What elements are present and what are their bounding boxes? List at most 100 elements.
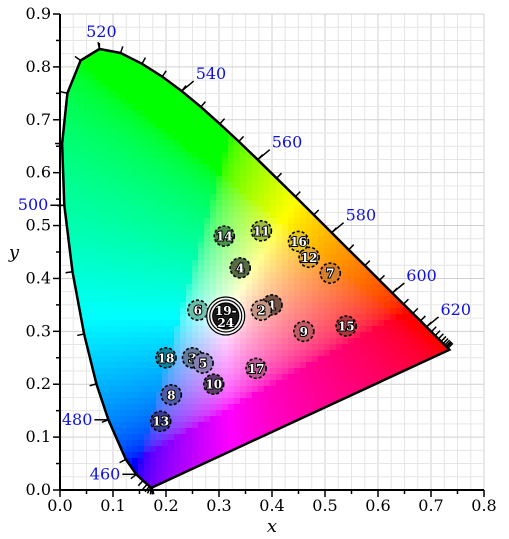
- wavelength-leader: [257, 149, 271, 161]
- y-tick-label: 0.8: [26, 57, 51, 76]
- color-patch: 14: [213, 225, 236, 247]
- wavelength-label: 560: [272, 133, 303, 152]
- color-patch-label: 3: [188, 351, 196, 365]
- color-patch-marker: [245, 357, 267, 380]
- locus-tick: [276, 172, 283, 179]
- color-gamut-fill: [62, 49, 450, 488]
- x-tick-label: 0.5: [312, 496, 337, 515]
- locus-tick: [161, 70, 167, 78]
- wavelength-leader: [331, 222, 345, 234]
- color-patch-label: 7: [326, 267, 334, 281]
- y-axis-label: y: [8, 242, 20, 263]
- white-point-label: 19-: [215, 304, 237, 318]
- color-patch: 10: [202, 373, 225, 396]
- locus-tick: [412, 307, 419, 314]
- color-patch-marker: [250, 299, 273, 321]
- color-patch-label: 4: [236, 261, 244, 275]
- locus-tick: [446, 341, 453, 348]
- locus-tick: [434, 330, 441, 337]
- color-patch-label: 13: [152, 415, 169, 429]
- y-tick-label: 0.5: [26, 216, 51, 235]
- white-point-ring: [212, 302, 240, 330]
- wavelength-leader: [426, 316, 439, 328]
- axes: 0.0 0.1 0.2 0.3 0.4 0.5 0.6 0.7 0.8 0.0 0.1 0.2 0.3 0…: [26, 4, 497, 515]
- color-patch-label: 11: [253, 224, 270, 238]
- wavelength-label: 600: [406, 266, 437, 285]
- locus-tick: [141, 57, 147, 65]
- locus-tick: [89, 383, 97, 387]
- color-patch-marker: [155, 346, 177, 369]
- color-patch: 8: [160, 383, 183, 406]
- locus-tick: [419, 315, 426, 322]
- y-tick-label: 0.6: [26, 163, 51, 182]
- color-patch: 4: [229, 257, 251, 279]
- locus-tick: [119, 458, 127, 464]
- locus-tick: [219, 118, 226, 125]
- color-patch: 18: [155, 346, 177, 369]
- wavelength-label: 460: [90, 464, 121, 483]
- locus-tick: [141, 483, 148, 490]
- locus-tick: [60, 90, 68, 94]
- color-patch-marker: [192, 352, 214, 374]
- x-tick-label: 0.4: [259, 496, 284, 515]
- locus-tick: [294, 191, 301, 198]
- color-patch-marker: [335, 315, 358, 337]
- color-patch-marker: [229, 257, 251, 279]
- wavelength-leader: [391, 282, 405, 294]
- color-patch-marker: [319, 262, 342, 284]
- color-patch-marker: [213, 225, 236, 247]
- color-patch-label: 14: [216, 230, 233, 244]
- color-patch-label: 18: [158, 351, 175, 365]
- white-point: 19-24: [201, 291, 250, 340]
- color-patch-label: 17: [248, 362, 265, 376]
- color-patch-label: 5: [199, 357, 207, 371]
- color-patch-label: 8: [167, 388, 175, 402]
- color-patch-marker: [160, 383, 183, 406]
- color-patch: 13: [149, 410, 172, 433]
- locus-tick: [445, 340, 452, 347]
- locus-tick: [440, 335, 447, 342]
- locus-tick: [442, 337, 449, 345]
- locus-tick: [65, 270, 73, 274]
- color-patch-label: 10: [205, 378, 222, 392]
- color-patch-label: 9: [300, 325, 308, 339]
- y-tick-label: 0.7: [26, 110, 51, 129]
- locus-tick: [74, 55, 82, 62]
- color-patch: 9: [292, 320, 315, 343]
- y-tick-label: 0.9: [26, 4, 51, 23]
- color-patch: 16: [287, 230, 310, 253]
- color-patch-marker: [298, 246, 320, 269]
- color-patch-marker: [250, 220, 273, 242]
- color-patch-label: 2: [257, 304, 265, 318]
- y-tick-label: 0.2: [26, 374, 51, 393]
- color-patch: 7: [319, 262, 342, 284]
- x-tick-label: 0.8: [471, 496, 496, 515]
- x-tick-label: 0.3: [206, 496, 231, 515]
- color-patch-label: 16: [290, 235, 307, 249]
- color-patch: 17: [245, 357, 267, 380]
- y-tick-label: 0.0: [26, 480, 51, 499]
- color-patch-label: 12: [301, 251, 318, 265]
- color-patch: 2: [250, 299, 273, 321]
- x-tick-label: 0.0: [47, 496, 72, 515]
- color-patch-marker: [202, 373, 225, 396]
- x-tick-label: 0.6: [365, 496, 390, 515]
- color-patch-marker: [292, 320, 315, 343]
- locus-tick: [437, 333, 444, 340]
- wavelength-label: 500: [18, 195, 49, 214]
- locus-tick: [444, 339, 451, 346]
- color-patch: 12: [298, 246, 320, 269]
- locus-tick: [364, 260, 371, 267]
- color-patch-label: 15: [338, 320, 355, 334]
- locus-tick: [137, 480, 144, 487]
- locus-tick: [403, 298, 410, 305]
- locus-tick: [313, 209, 320, 216]
- color-patch: 11: [250, 220, 273, 242]
- color-patch: 15: [335, 315, 358, 337]
- locus-tick: [379, 274, 386, 281]
- color-patch-label: 1: [268, 298, 276, 312]
- locus-tick: [447, 342, 454, 349]
